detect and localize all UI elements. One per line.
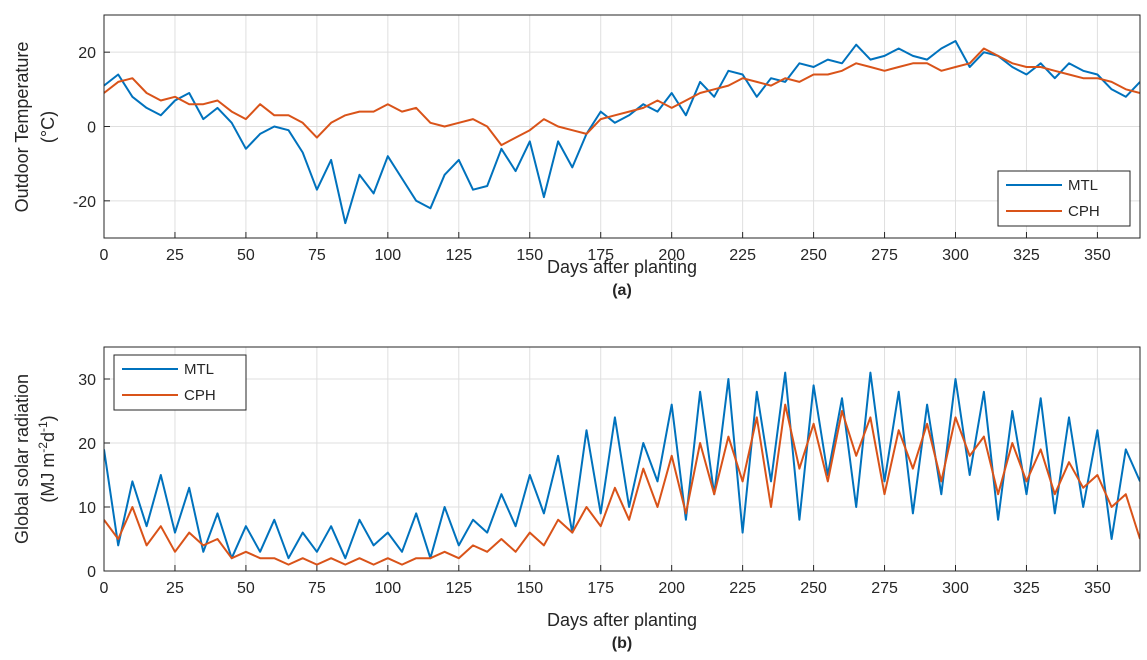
series-lines-a (104, 40, 1140, 225)
y-axis-label-b-unit-1: (MJ m (38, 453, 58, 503)
x-tick-label: 100 (374, 247, 401, 264)
panel-label-b: (b) (612, 635, 632, 652)
x-tick-label: 0 (100, 580, 109, 597)
y-tick-label: 10 (78, 500, 96, 517)
x-tick-label: 150 (516, 247, 543, 264)
y-tick-label: 30 (78, 372, 96, 389)
series-line-a-mtl (104, 40, 1140, 225)
x-tick-label: 150 (516, 580, 543, 597)
y-tick-label: 0 (87, 564, 96, 581)
x-tick-label: 125 (445, 580, 472, 597)
legend-box-b (113, 354, 247, 411)
series-line-b-mtl (104, 371, 1140, 560)
y-tick-label: -20 (73, 194, 96, 211)
y-axis-label-a-line2: (°C) (38, 111, 58, 143)
grid-a (103, 15, 1140, 238)
x-tick-label: 275 (871, 247, 898, 264)
x-tick-label: 100 (374, 580, 401, 597)
x-tick-label: 250 (800, 580, 827, 597)
x-tick-label: 275 (871, 580, 898, 597)
y-tick-labels-a: -20 0 20 (73, 45, 96, 211)
x-tick-label: 50 (237, 580, 255, 597)
x-tick-label: 300 (942, 580, 969, 597)
panel-a: 0 25 50 75 100 125 150 175 200 225 250 275 300 325 350… (12, 14, 1141, 299)
x-tick-label: 350 (1084, 580, 1111, 597)
x-tick-label: 200 (658, 247, 685, 264)
x-axis-label-b: Days after planting (547, 610, 697, 630)
panel-label-a: (a) (612, 282, 632, 299)
x-tick-label: 325 (1013, 247, 1040, 264)
legend-b: MTL CPH (113, 354, 247, 411)
y-axis-label-a-line1: Outdoor Temperature (12, 42, 32, 213)
x-tick-label: 325 (1013, 580, 1040, 597)
series-line-a-cph (104, 47, 1140, 147)
legend-label-b-mtl: MTL (184, 361, 214, 378)
x-tick-label: 300 (942, 247, 969, 264)
x-tick-label: 75 (308, 247, 326, 264)
y-tick-label: 0 (87, 120, 96, 137)
y-axis-label-b-unit-3: ) (38, 415, 58, 421)
axes-box-b (103, 346, 1141, 572)
y-axis-label-b-line1: Global solar radiation (12, 374, 32, 544)
x-tick-label: 125 (445, 247, 472, 264)
y-tick-label: 20 (78, 436, 96, 453)
y-tick-labels-b: 0 10 20 30 (78, 372, 96, 581)
axes-box-a (103, 14, 1141, 239)
y-axis-label-b: Global solar radiation (MJ m-2d-1) (12, 374, 58, 544)
y-axis-label-b-sup-1: -2 (36, 442, 50, 453)
x-tick-label: 200 (658, 580, 685, 597)
x-tick-label: 50 (237, 247, 255, 264)
x-tick-label: 25 (166, 247, 184, 264)
legend-label-a-cph: CPH (1068, 203, 1100, 220)
x-tick-label: 225 (729, 580, 756, 597)
legend-a: MTL CPH (997, 170, 1131, 227)
legend-label-b-cph: CPH (184, 387, 216, 404)
x-tick-label: 25 (166, 580, 184, 597)
x-tick-label: 75 (308, 580, 326, 597)
x-tick-labels-b: 0 25 50 75 100 125 150 175 200 225 250 275 300 325 350 (100, 580, 1111, 597)
x-tick-label: 175 (587, 247, 614, 264)
series-lines-b (104, 371, 1140, 566)
y-axis-label-b-sup-2: -1 (36, 421, 50, 432)
x-tick-label: 350 (1084, 247, 1111, 264)
y-axis-label-b-unit-2: d (38, 432, 58, 442)
x-tick-labels-a: 0 25 50 75 100 125 150 175 200 225 250 275 300 325 350 (100, 247, 1111, 264)
legend-label-a-mtl: MTL (1068, 177, 1098, 194)
x-tick-label: 225 (729, 247, 756, 264)
y-tick-label: 20 (78, 45, 96, 62)
panel-b: 0 25 50 75 100 125 150 175 200 225 250 275 300 325 350… (12, 346, 1141, 652)
x-tick-label: 250 (800, 247, 827, 264)
y-axis-label-a: Outdoor Temperature (°C) (12, 42, 58, 213)
y-axis-label-b-line2: (MJ m-2d-1) (36, 415, 58, 502)
x-tick-label: 175 (587, 580, 614, 597)
x-axis-label-a: Days after planting (547, 257, 697, 277)
legend-box-a (997, 170, 1131, 227)
x-tick-label: 0 (100, 247, 109, 264)
series-line-b-cph (104, 403, 1140, 566)
